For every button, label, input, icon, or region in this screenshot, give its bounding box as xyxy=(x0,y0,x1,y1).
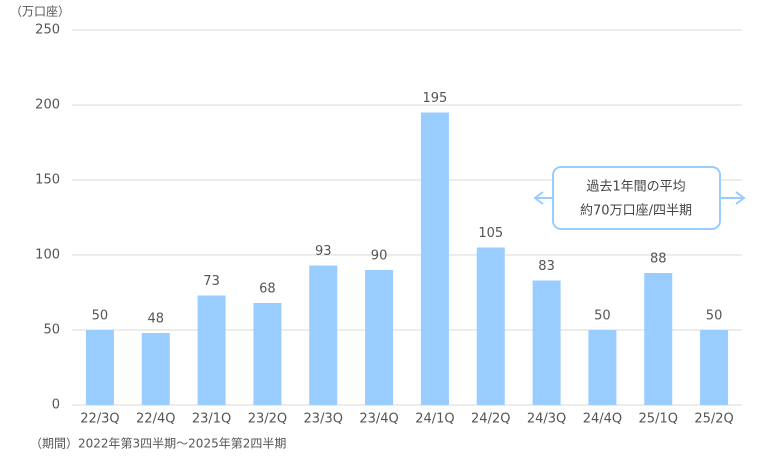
bar xyxy=(309,265,338,405)
y-axis-label: （万口座） xyxy=(10,4,70,19)
annotation-text: 過去1年間の平均 xyxy=(586,180,685,195)
x-tick-label: 23/4Q xyxy=(359,412,398,427)
bar xyxy=(253,303,282,405)
bar xyxy=(476,247,505,405)
x-tick-label: 25/1Q xyxy=(639,412,678,427)
arrow-head xyxy=(533,191,544,205)
bar xyxy=(644,273,673,405)
value-label: 50 xyxy=(594,309,611,324)
y-tick-label: 100 xyxy=(35,248,60,263)
value-label: 195 xyxy=(423,91,448,106)
bar xyxy=(365,270,394,405)
bar xyxy=(532,280,561,405)
x-tick-label: 24/1Q xyxy=(415,412,454,427)
value-label: 88 xyxy=(650,252,667,267)
x-tick-label: 23/2Q xyxy=(248,412,287,427)
y-tick-label: 250 xyxy=(35,23,60,38)
value-label: 73 xyxy=(203,274,220,289)
x-tick-label: 22/4Q xyxy=(136,412,175,427)
annotation-text: 約70万口座/四半期 xyxy=(580,204,692,219)
bar xyxy=(85,330,114,405)
annotation: 過去1年間の平均 約70万口座/四半期 xyxy=(533,166,746,230)
x-tick-label: 22/3Q xyxy=(80,412,119,427)
y-tick-label: 200 xyxy=(35,98,60,113)
x-tick-label: 23/1Q xyxy=(192,412,231,427)
bar xyxy=(700,330,729,405)
x-tick-label: 24/2Q xyxy=(471,412,510,427)
bar xyxy=(141,333,170,405)
x-tick-label: 24/4Q xyxy=(583,412,622,427)
x-tick-label: 25/2Q xyxy=(694,412,733,427)
value-label: 93 xyxy=(315,244,332,259)
annotation-box xyxy=(552,166,721,230)
x-tick-label: 23/3Q xyxy=(304,412,343,427)
value-label: 68 xyxy=(259,282,276,297)
value-label: 90 xyxy=(371,249,388,264)
value-label: 48 xyxy=(147,312,164,327)
bar xyxy=(197,295,226,405)
footnote: （期間）2022年第3四半期～2025年第2四半期 xyxy=(30,437,286,451)
value-label: 83 xyxy=(538,259,555,274)
y-tick-label: 50 xyxy=(43,323,60,338)
y-tick-label: 150 xyxy=(35,173,60,188)
value-label: 105 xyxy=(478,226,503,241)
y-tick-label: 0 xyxy=(52,398,60,413)
value-label: 50 xyxy=(706,309,723,324)
x-tick-label: 24/3Q xyxy=(527,412,566,427)
arrow-head xyxy=(735,191,746,205)
bar xyxy=(420,112,449,405)
bar xyxy=(588,330,617,405)
value-label: 50 xyxy=(92,309,109,324)
